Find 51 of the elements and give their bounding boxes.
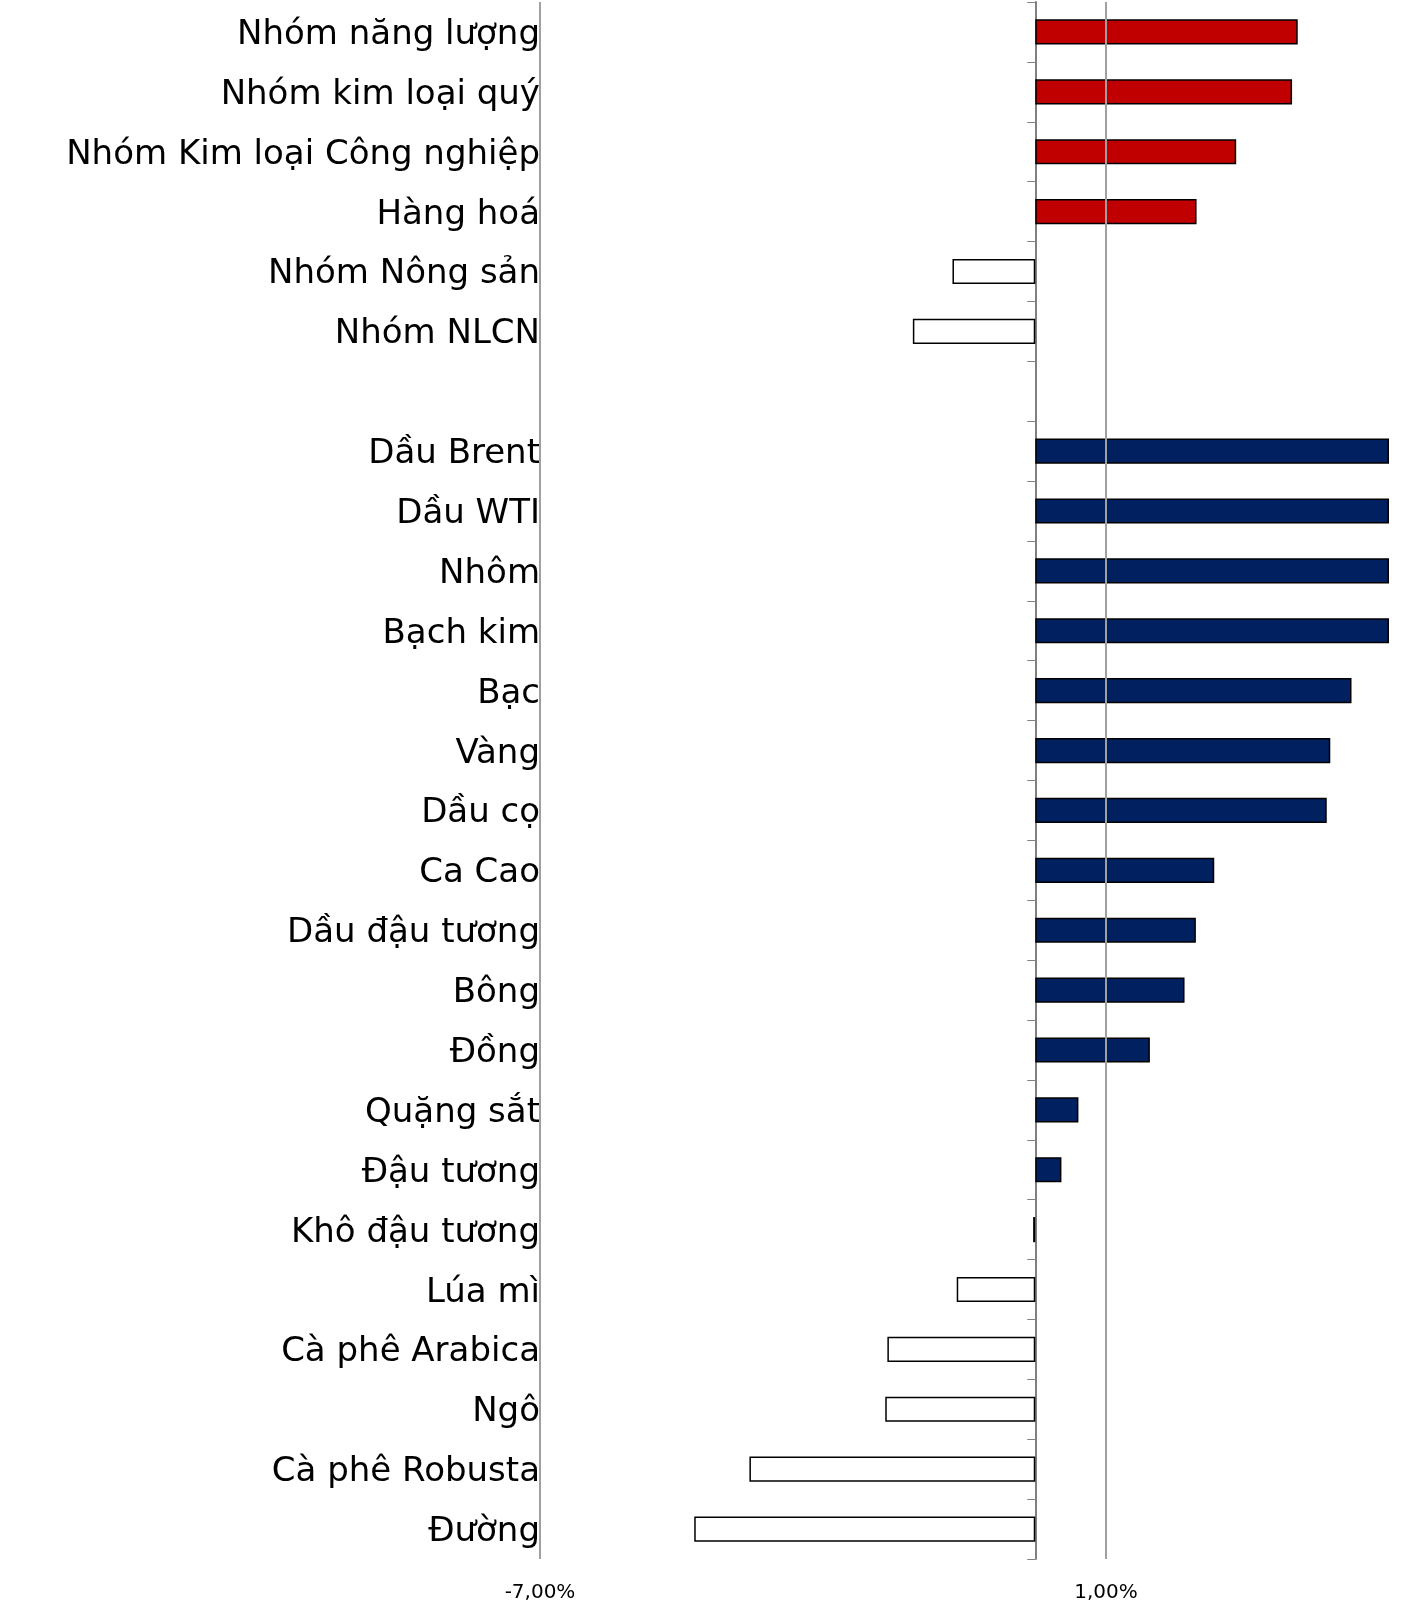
bar (1035, 438, 1389, 464)
y-tick-label: Lúa mì (425, 1269, 540, 1310)
y-tick-label: Nhóm năng lượng (237, 11, 540, 52)
bar (1035, 618, 1389, 644)
y-tick-label: Ca Cao (419, 850, 540, 891)
bar (956, 1276, 1036, 1303)
bar (1035, 1037, 1150, 1063)
bar (952, 258, 1036, 285)
bar (912, 318, 1036, 344)
bar (1035, 139, 1237, 165)
bar (1035, 737, 1331, 764)
y-tick-label: Bạc (477, 670, 540, 711)
y-tick-label: Vàng (455, 730, 540, 771)
x-tick-label: -7,00% (504, 1579, 576, 1603)
y-tick-label: Khô đậu tương (290, 1209, 540, 1250)
y-tick-label: Cà phê Arabica (281, 1329, 540, 1370)
y-tick-label: Bạch kim (382, 610, 540, 651)
bar (1035, 558, 1389, 584)
y-tick-label: Dầu đậu tương (287, 910, 540, 951)
bar (749, 1456, 1036, 1482)
bar (1035, 977, 1185, 1003)
bar (1035, 857, 1215, 883)
y-tick-label: Dầu Brent (368, 431, 540, 472)
bar (1035, 1097, 1079, 1123)
bar (1035, 19, 1298, 45)
y-tick-label: Ngô (472, 1389, 540, 1430)
y-tick-label: Hàng hoá (376, 191, 540, 232)
bar (885, 1396, 1036, 1422)
y-tick-label: Nhóm Nông sản (268, 251, 540, 292)
x-tick-label: 1,00% (1074, 1579, 1138, 1603)
bar (1035, 917, 1196, 943)
y-tick-label: Quặng sắt (365, 1089, 540, 1130)
y-tick-label: Nhóm kim loại quý (220, 71, 540, 112)
y-tick-label: Bông (452, 970, 540, 1011)
y-tick-label: Nhóm NLCN (334, 311, 540, 352)
y-tick-label: Cà phê Robusta (271, 1449, 540, 1490)
bar (1035, 678, 1352, 704)
bar (1035, 797, 1327, 824)
bar (1035, 1157, 1062, 1183)
y-tick-label: Dầu WTI (396, 491, 540, 532)
y-tick-label: Dầu cọ (421, 790, 540, 831)
y-tick-label: Nhóm Kim loại Công nghiệp (66, 131, 540, 172)
bar (1035, 498, 1389, 524)
bar (694, 1516, 1036, 1542)
y-tick-label: Đường (428, 1509, 540, 1550)
bar (1035, 79, 1293, 105)
bar (887, 1336, 1036, 1362)
y-tick-label: Nhôm (439, 550, 540, 591)
bar (1035, 199, 1197, 225)
y-tick-label: Đậu tương (361, 1149, 540, 1190)
y-tick-label: Đồng (449, 1029, 540, 1070)
